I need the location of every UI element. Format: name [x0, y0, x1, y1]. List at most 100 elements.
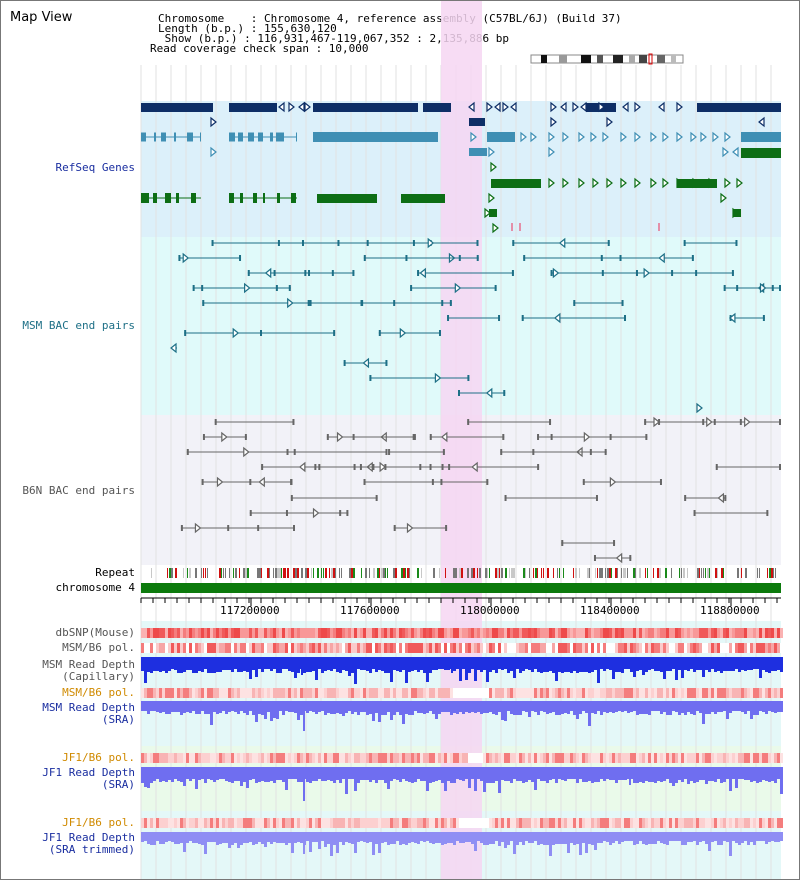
depth-bar	[762, 832, 765, 841]
repeat-mark	[453, 568, 455, 578]
depth-bar	[222, 832, 225, 843]
heat-cell	[621, 643, 624, 653]
bac-end	[439, 330, 441, 336]
depth-bar	[666, 701, 669, 715]
msm-depth-capillary-label[interactable]: MSM Read Depth (Capillary)	[42, 659, 135, 683]
heat-cell	[243, 688, 246, 698]
jf1-b6-pol-label[interactable]: JF1/B6 pol.	[62, 752, 135, 764]
depth-bar	[720, 767, 723, 783]
depth-bar	[609, 767, 612, 780]
depth-bar	[633, 701, 636, 711]
repeat-mark	[495, 568, 497, 578]
repeat-mark	[541, 568, 542, 578]
heat-cell	[177, 753, 180, 763]
heat-cell	[198, 688, 201, 698]
depth-bar	[456, 832, 459, 841]
depth-bar	[690, 767, 693, 781]
depth-bar	[633, 657, 636, 677]
bac-end	[692, 255, 694, 261]
depth-bar	[777, 657, 780, 670]
heat-cell	[495, 818, 498, 828]
heat-cell	[192, 818, 195, 828]
depth-bar	[324, 657, 327, 671]
heat-cell	[570, 753, 573, 763]
heat-cell	[726, 688, 729, 698]
depth-bar	[393, 767, 396, 779]
depth-bar	[696, 767, 699, 782]
heat-cell	[627, 628, 630, 638]
depth-bar	[393, 832, 396, 844]
dbsnp-label[interactable]: dbSNP(Mouse)	[56, 627, 135, 639]
depth-bar	[492, 701, 495, 714]
jf1-depth-sra-label[interactable]: JF1 Read Depth (SRA)	[42, 767, 135, 791]
depth-bar	[231, 832, 234, 845]
heat-cell	[486, 753, 489, 763]
depth-bar	[177, 701, 180, 712]
heat-cell	[594, 818, 597, 828]
msm-b6-pol2-label[interactable]: MSM/B6 pol.	[62, 687, 135, 699]
depth-bar	[204, 701, 207, 714]
heat-cell	[402, 818, 405, 828]
heat-cell	[690, 688, 693, 698]
heat-cell	[729, 818, 732, 828]
heat-cell	[558, 818, 561, 828]
heat-cell	[483, 753, 486, 763]
msm-depth-sra-label[interactable]: MSM Read Depth (SRA)	[42, 702, 135, 726]
gene-exon	[277, 193, 280, 203]
heat-cell	[585, 818, 588, 828]
refseq-genes-label[interactable]: RefSeq Genes	[56, 162, 135, 174]
msm-bac-label[interactable]: MSM BAC end pairs	[22, 320, 135, 332]
heat-cell	[360, 643, 363, 653]
depth-bar	[339, 701, 342, 714]
depth-bar	[537, 657, 540, 672]
heat-cell	[330, 628, 333, 638]
heat-cell	[375, 818, 378, 828]
depth-bar	[519, 767, 522, 781]
heat-cell	[537, 818, 540, 828]
heat-cell	[378, 628, 381, 638]
b6n-bac-label[interactable]: B6N BAC end pairs	[22, 485, 135, 497]
heat-cell	[654, 753, 657, 763]
depth-bar	[264, 657, 267, 669]
heat-cell	[672, 643, 675, 653]
heat-cell	[735, 643, 738, 653]
depth-bar	[510, 657, 513, 671]
jf1-depth-trimmed-label[interactable]: JF1 Read Depth (SRA trimmed)	[42, 832, 135, 856]
heat-cell	[741, 688, 744, 698]
heat-cell	[237, 688, 240, 698]
heat-cell	[744, 643, 747, 653]
depth-bar	[432, 701, 435, 714]
heat-cell	[378, 643, 381, 653]
depth-bar	[546, 767, 549, 783]
depth-bar	[606, 657, 609, 669]
jf1-b6-pol2-label[interactable]: JF1/B6 pol.	[62, 817, 135, 829]
heat-cell	[336, 753, 339, 763]
heat-cell	[642, 688, 645, 698]
depth-bar	[486, 832, 489, 845]
repeat-mark	[459, 568, 461, 578]
depth-bar	[348, 767, 351, 779]
heat-cell	[603, 688, 606, 698]
heat-cell	[474, 643, 477, 653]
depth-bar	[567, 832, 570, 853]
heat-cell	[507, 818, 510, 828]
depth-bar	[564, 701, 567, 713]
depth-bar	[237, 657, 240, 672]
msm-b6-pol-label[interactable]: MSM/B6 pol.	[62, 642, 135, 654]
depth-bar	[654, 767, 657, 783]
heat-cell	[606, 643, 609, 653]
bac-end	[532, 449, 534, 455]
heat-cell	[543, 643, 546, 653]
depth-bar	[573, 832, 576, 845]
heat-cell	[759, 628, 762, 638]
depth-bar	[558, 701, 561, 715]
repeat-mark	[533, 568, 534, 578]
heat-cell	[420, 753, 423, 763]
bac-end	[495, 285, 497, 291]
repeat-mark	[455, 568, 457, 578]
tracks-canvas[interactable]	[1, 1, 799, 879]
heat-cell	[633, 818, 636, 828]
heat-cell	[576, 688, 579, 698]
heat-cell	[537, 753, 540, 763]
heat-cell	[549, 643, 552, 653]
